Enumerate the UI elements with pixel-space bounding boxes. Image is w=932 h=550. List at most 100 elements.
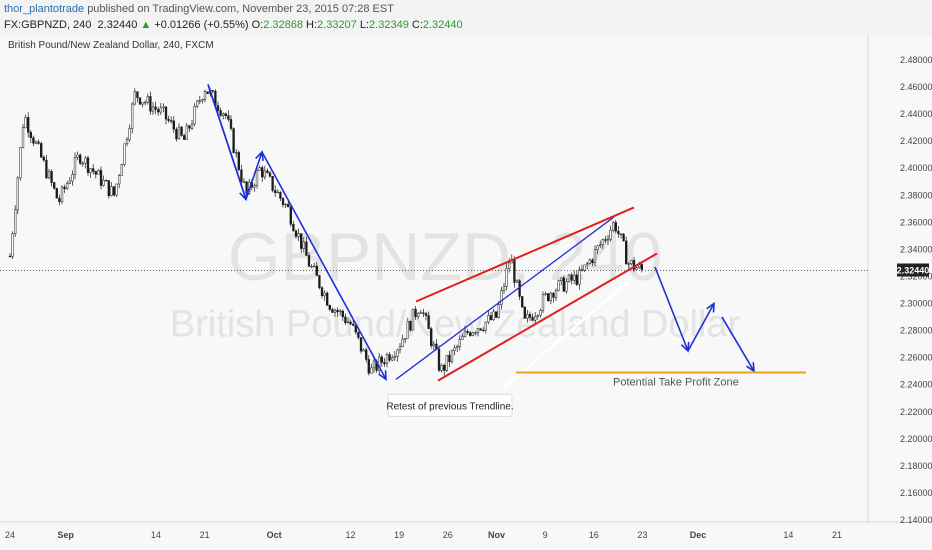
x-tick-label: Sep	[57, 530, 74, 540]
candle-body	[292, 224, 295, 232]
candle-body	[235, 152, 238, 154]
y-tick-label: 2.30000	[900, 299, 932, 309]
candle-body	[391, 357, 394, 361]
candle-body	[180, 126, 183, 136]
candle-body	[630, 260, 633, 264]
candle-body	[232, 128, 235, 153]
candle-body	[284, 203, 287, 206]
candle-body	[110, 186, 113, 196]
candle-body	[341, 310, 344, 318]
y-tick-label: 2.28000	[900, 326, 932, 336]
candle-body	[45, 159, 48, 179]
last-price-tag	[897, 263, 929, 277]
open-label: O:	[251, 19, 264, 31]
forecast-arrow-3	[721, 316, 755, 372]
candle-body	[367, 359, 370, 374]
low-label: L:	[359, 19, 370, 31]
candle-body	[614, 222, 617, 232]
candle-body	[40, 143, 43, 158]
forecast-arrow-1	[654, 266, 689, 352]
candle-body	[591, 259, 594, 264]
forecast-arrow-3-head	[746, 362, 755, 373]
author-link[interactable]: thor_plantotrade	[4, 3, 85, 15]
candle-body	[554, 290, 558, 298]
candle-body	[497, 304, 500, 318]
retest-note: Retest of previous Trendline.	[386, 401, 513, 412]
candle-body	[437, 348, 441, 371]
candle-body	[255, 170, 259, 186]
candle-body	[448, 354, 451, 362]
channel-upper	[415, 206, 635, 303]
candle-body	[216, 105, 220, 111]
candle-body	[266, 170, 269, 174]
candle-body	[417, 313, 420, 317]
candle-body	[227, 115, 230, 120]
candle-body	[432, 343, 435, 347]
candle-body	[323, 292, 326, 297]
candle-body	[617, 230, 620, 235]
candle-body	[315, 265, 318, 276]
candle-body	[344, 316, 347, 324]
candle-body	[19, 147, 22, 179]
x-tick-label: 14	[783, 530, 793, 540]
y-tick-label: 2.14000	[900, 515, 932, 525]
candle-body	[331, 309, 334, 313]
candle-body	[310, 265, 313, 268]
up-arrow-icon: ▲	[140, 19, 152, 31]
candle-body	[86, 157, 90, 173]
x-tick-label: 16	[589, 530, 599, 540]
forecast-arrow-2-head	[706, 301, 715, 313]
candle-body	[528, 314, 532, 318]
symbol-label: FX:GBPNZD, 240	[4, 19, 92, 31]
candle-body	[604, 239, 607, 241]
candle-body	[120, 164, 123, 176]
candle-body	[536, 315, 539, 317]
candle-body	[258, 167, 261, 171]
y-tick-label: 2.18000	[900, 461, 932, 471]
candle-body	[404, 338, 407, 340]
candle-body	[401, 338, 404, 347]
candle-body	[635, 267, 638, 270]
candle-body	[406, 321, 409, 339]
candle-body	[263, 170, 266, 178]
candle-body	[578, 269, 581, 285]
candle-body	[450, 350, 454, 362]
candle-body	[289, 206, 292, 225]
candle-body	[11, 233, 14, 257]
x-tick-label: Dec	[690, 530, 707, 540]
candle-body	[240, 169, 243, 183]
candle-body	[508, 262, 511, 269]
candle-body	[518, 280, 521, 297]
y-tick-label: 2.36000	[900, 217, 932, 227]
candle-body	[253, 185, 256, 188]
y-tick-label: 2.20000	[900, 434, 932, 444]
y-tick-label: 2.42000	[900, 136, 932, 146]
candle-body	[463, 331, 467, 337]
candle-body	[619, 233, 623, 235]
publish-info: thor_plantotrade published on TradingVie…	[4, 3, 394, 15]
candle-body	[29, 132, 32, 138]
candle-body	[521, 296, 524, 308]
high-label: H:	[306, 19, 318, 31]
candle-body	[170, 120, 173, 122]
candle-body	[172, 120, 175, 130]
price-scale[interactable]	[868, 36, 932, 550]
candle-body	[177, 126, 181, 140]
candle-body	[99, 170, 103, 186]
y-tick-label: 2.24000	[900, 380, 932, 390]
candle-body	[523, 306, 526, 319]
chart-pane[interactable]: GBPNZD, 240 British Pound/New Zealand Dol…	[0, 36, 932, 550]
x-tick-label: 21	[832, 530, 842, 540]
candle-body	[151, 106, 155, 112]
candle-body	[539, 310, 542, 316]
candle-body	[206, 91, 209, 94]
candle-body	[146, 96, 149, 103]
candle-body	[125, 139, 129, 145]
x-tick-label: Nov	[488, 530, 505, 540]
candle-body	[505, 268, 508, 287]
candle-body	[380, 356, 383, 363]
candle-body	[123, 143, 126, 165]
candle-body	[107, 180, 110, 196]
price-chart[interactable]: GBPNZD, 240 British Pound/New Zealand Dol…	[0, 36, 932, 550]
candle-body	[526, 314, 529, 319]
